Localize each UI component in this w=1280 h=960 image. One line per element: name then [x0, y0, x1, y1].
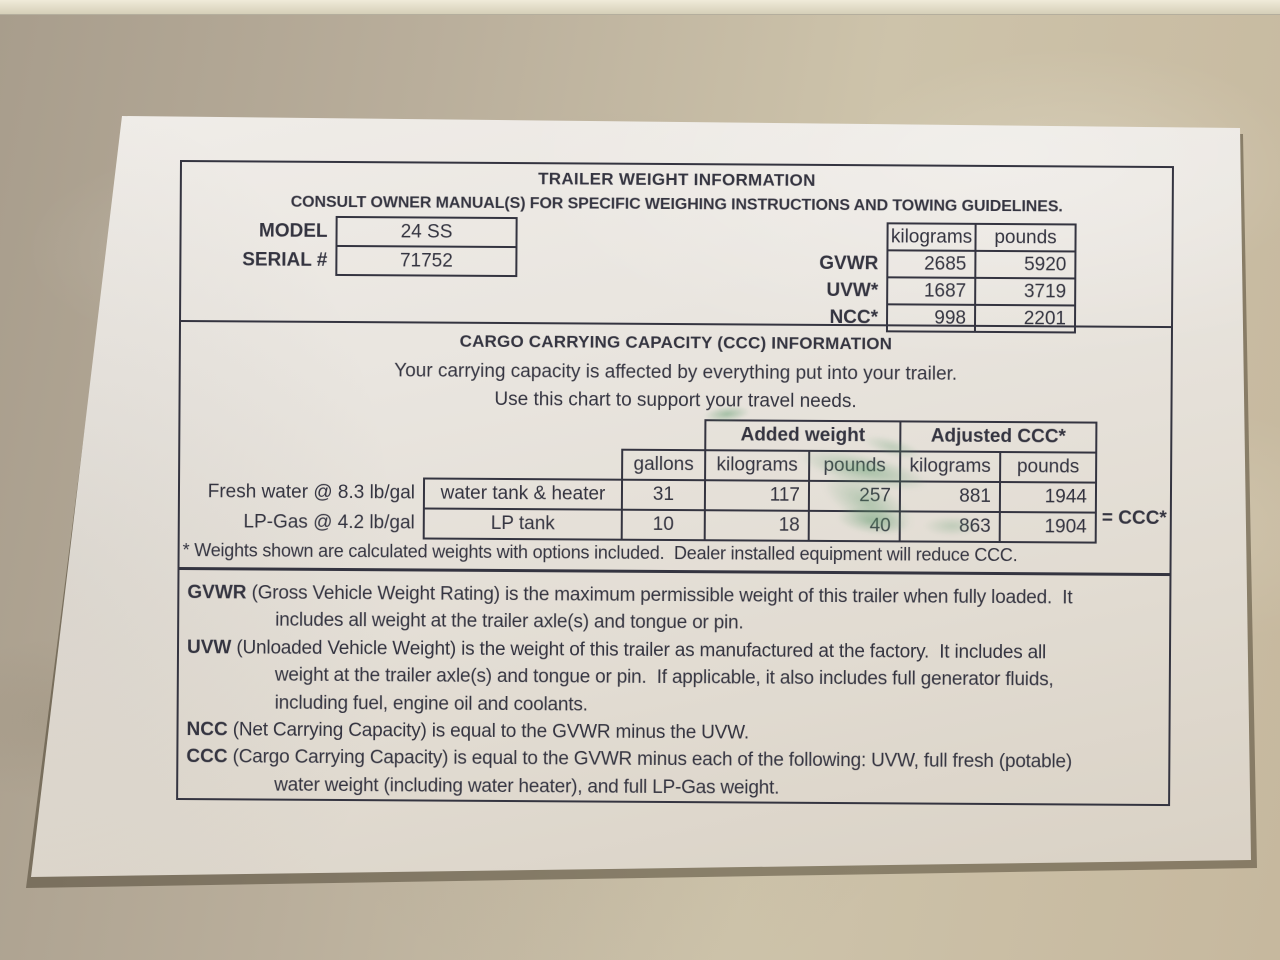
lp-gas-desc: LP tank: [423, 508, 622, 540]
model-serial-table: MODEL 24 SS SERIAL # 71752: [191, 215, 517, 277]
gvwr-row: GVWR 2685 5920: [719, 249, 1076, 279]
gvwr-kg: 2685: [887, 250, 976, 278]
fresh-water-added-kg: 117: [704, 480, 810, 511]
ccc-footnote: * Weights shown are calculated weights w…: [182, 540, 1018, 566]
col-header-kilograms: kilograms: [887, 223, 976, 251]
trailer-weight-label: TRAILER WEIGHT INFORMATION CONSULT OWNER…: [176, 160, 1174, 807]
term-ccc: CCC: [186, 746, 228, 768]
label-subtitle: CONSULT OWNER MANUAL(S) FOR SPECIFIC WEI…: [290, 193, 1063, 216]
label-title: TRAILER WEIGHT INFORMATION: [538, 169, 816, 190]
green-smudge: [924, 516, 980, 536]
wall-top-edge: [0, 0, 1280, 15]
lp-gas-added-kg: 18: [704, 510, 809, 541]
uvw-label: UVW*: [826, 279, 879, 301]
definition-text: (Net Carrying Capacity) is equal to the …: [227, 719, 749, 744]
uvw-row: UVW* 1687 3719: [719, 276, 1076, 306]
uvw-kg: 1687: [887, 277, 976, 305]
term-gvwr: GVWR: [187, 582, 247, 604]
ccc-subtitle-2: Use this chart to support your travel ne…: [494, 388, 857, 413]
weight-ratings-table: kilograms pounds GVWR 2685 5920 UVW* 168…: [719, 221, 1077, 333]
fresh-water-adj-lb: 1944: [999, 482, 1097, 513]
model-row: MODEL 24 SS: [191, 216, 517, 248]
gvwr-lb: 5920: [975, 250, 1076, 279]
definition-text: (Gross Vehicle Weight Rating) is the max…: [246, 582, 1073, 609]
col-header-pounds: pounds: [975, 223, 1076, 252]
ccc-section: CARGO CARRYING CAPACITY (CCC) INFORMATIO…: [179, 320, 1172, 574]
fresh-water-label: Fresh water @ 8.3 lb/gal: [207, 481, 416, 504]
ccc-subtitle-1: Your carrying capacity is affected by ev…: [394, 360, 958, 385]
definition-text: weight at the trailer axle(s) and tongue…: [274, 664, 1054, 691]
lp-gas-adj-lb: 1904: [999, 512, 1096, 543]
label-header-section: TRAILER WEIGHT INFORMATION CONSULT OWNER…: [181, 162, 1172, 333]
uvw-lb: 3719: [975, 277, 1076, 306]
col-header-gallons: gallons: [622, 449, 706, 481]
definition-text: includes all weight at the trailer axle(…: [275, 609, 744, 634]
term-uvw: UVW: [186, 636, 232, 659]
lp-gas-gallons: 10: [621, 509, 705, 541]
gvwr-label: GVWR: [819, 252, 879, 274]
definition-text: (Cargo Carrying Capacity) is equal to th…: [227, 746, 1073, 773]
definitions-block: GVWR (Gross Vehicle Weight Rating) is th…: [186, 579, 1165, 804]
model-value: 24 SS: [336, 216, 517, 248]
fresh-water-gallons: 31: [621, 479, 706, 511]
term-ncc: NCC: [186, 719, 228, 741]
lp-gas-label: LP-Gas @ 4.2 lb/gal: [243, 511, 415, 534]
ccc-equals-note: = CCC*: [1101, 507, 1167, 530]
fresh-water-desc: water tank & heater: [423, 478, 623, 510]
col-header-adj-lb: pounds: [1000, 452, 1097, 483]
definition-text: (Unloaded Vehicle Weight) is the weight …: [231, 637, 1047, 664]
group-header-adjusted-ccc: Adjusted CCC*: [900, 421, 1097, 453]
col-header-added-kg: kilograms: [705, 450, 810, 481]
serial-value: 71752: [336, 245, 517, 277]
serial-row: SERIAL # 71752: [191, 245, 517, 277]
definition-text: water weight (including water heater), a…: [274, 774, 780, 799]
serial-label: SERIAL #: [242, 248, 328, 271]
ccc-title: CARGO CARRYING CAPACITY (CCC) INFORMATIO…: [459, 331, 893, 354]
weight-ratings-header-row: kilograms pounds: [719, 222, 1076, 252]
definitions-section: GVWR (Gross Vehicle Weight Rating) is th…: [178, 567, 1170, 804]
model-label: MODEL: [258, 219, 328, 242]
definition-text: including fuel, engine oil and coolants.: [274, 692, 588, 716]
